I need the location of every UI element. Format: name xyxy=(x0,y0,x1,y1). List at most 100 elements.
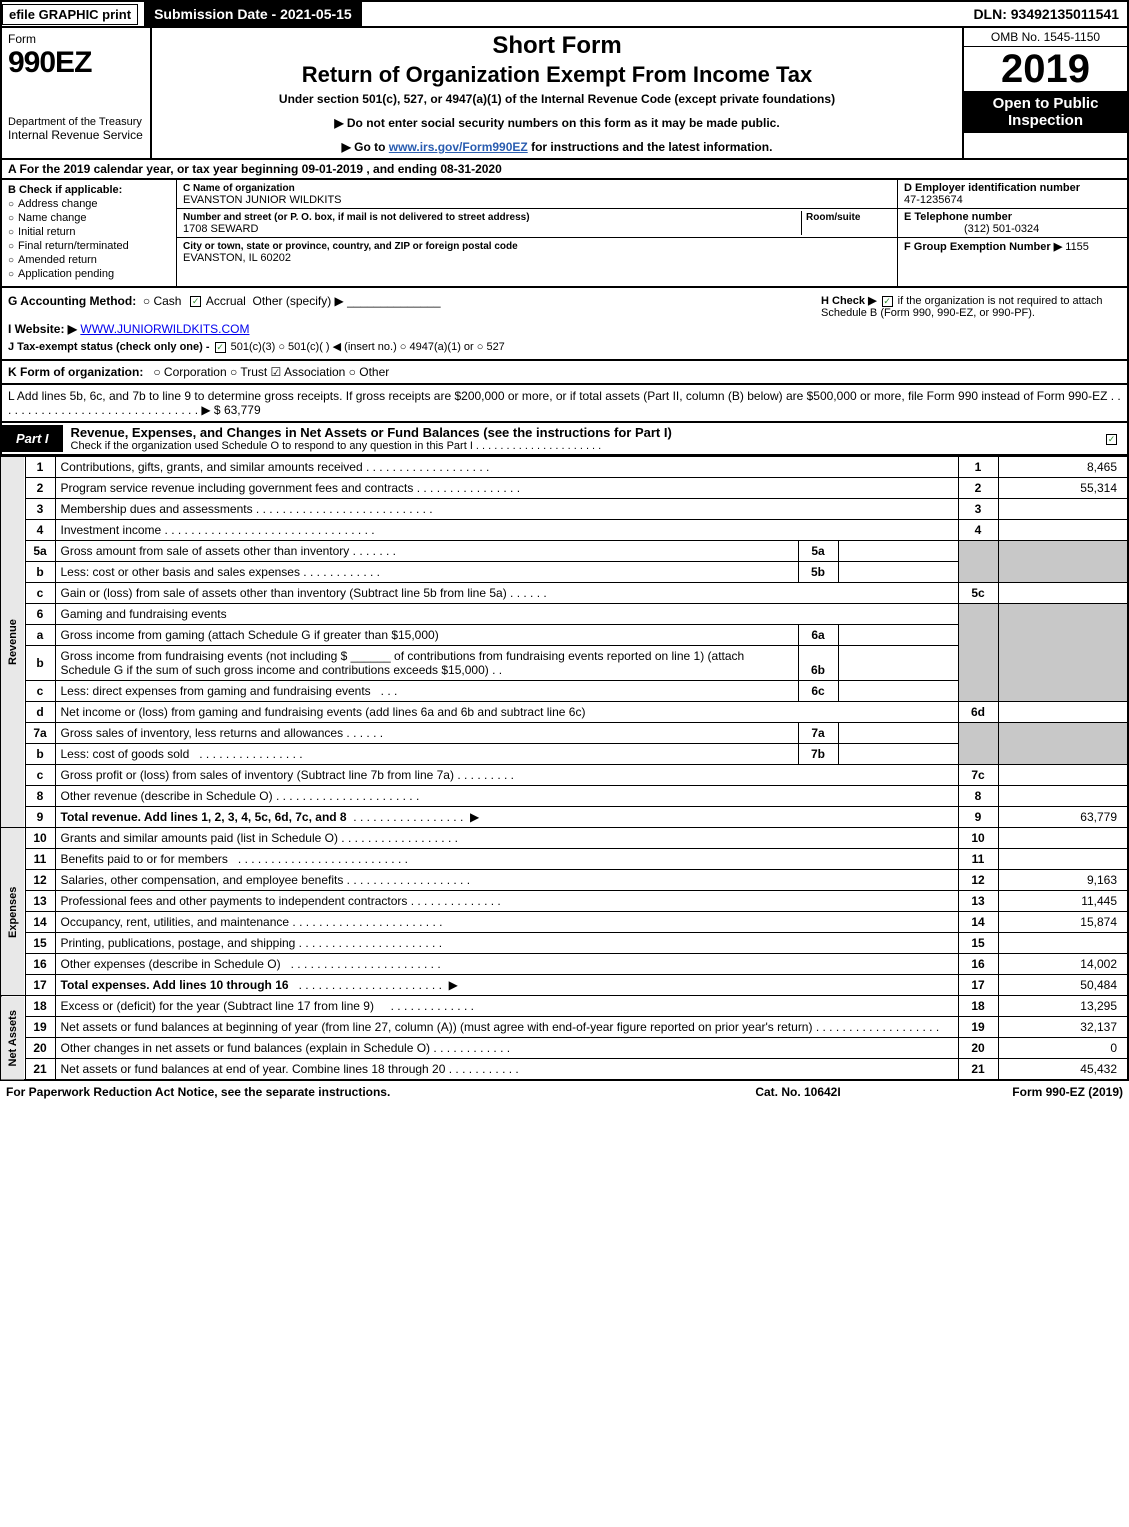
l14-num: 14 xyxy=(25,912,55,933)
l14-ln: 14 xyxy=(958,912,998,933)
l12-num: 12 xyxy=(25,870,55,891)
l9-desc: Total revenue. Add lines 1, 2, 3, 4, 5c,… xyxy=(61,810,347,824)
l15-desc: Printing, publications, postage, and shi… xyxy=(61,936,296,950)
l11-ln: 11 xyxy=(958,849,998,870)
l5c-num: c xyxy=(25,583,55,604)
l6c-m: 6c xyxy=(798,681,838,702)
l21-ln: 21 xyxy=(958,1059,998,1081)
l2-desc: Program service revenue including govern… xyxy=(61,481,414,495)
org-name: EVANSTON JUNIOR WILDKITS xyxy=(183,194,342,206)
side-revenue: Revenue xyxy=(1,457,25,828)
l9-val: 63,779 xyxy=(998,807,1128,828)
room-label: Room/suite xyxy=(806,212,860,223)
l17-num: 17 xyxy=(25,975,55,996)
irs: Internal Revenue Service xyxy=(8,128,144,142)
l2-num: 2 xyxy=(25,478,55,499)
h-check[interactable] xyxy=(882,296,893,307)
row-k: K Form of organization: ○ Corporation ○ … xyxy=(0,361,1129,385)
l6-num: 6 xyxy=(25,604,55,625)
l6d-val xyxy=(998,702,1128,723)
chk-amended-return[interactable]: Amended return xyxy=(8,254,170,266)
g-other: Other (specify) ▶ xyxy=(253,294,344,308)
l6c-desc: Less: direct expenses from gaming and fu… xyxy=(61,684,371,698)
l18-val: 13,295 xyxy=(998,996,1128,1017)
part-1-title: Revenue, Expenses, and Changes in Net As… xyxy=(71,425,672,440)
l8-val xyxy=(998,786,1128,807)
l3-desc: Membership dues and assessments xyxy=(61,502,253,516)
department: Department of the Treasury xyxy=(8,116,144,128)
part-1-tag: Part I xyxy=(2,425,63,452)
l13-ln: 13 xyxy=(958,891,998,912)
row-l: L Add lines 5b, 6c, and 7b to line 9 to … xyxy=(0,385,1129,423)
l7c-num: c xyxy=(25,765,55,786)
l11-num: 11 xyxy=(25,849,55,870)
submission-date: Submission Date - 2021-05-15 xyxy=(144,2,362,26)
top-bar: efile GRAPHIC print Submission Date - 20… xyxy=(0,0,1129,28)
org-info-block: B Check if applicable: Address change Na… xyxy=(0,180,1129,288)
goto-text: ▶ Go to www.irs.gov/Form990EZ for instru… xyxy=(162,140,952,154)
l7a-num: 7a xyxy=(25,723,55,744)
l5c-desc: Gain or (loss) from sale of assets other… xyxy=(61,586,507,600)
group-exemption: 1155 xyxy=(1065,241,1089,253)
l13-val: 11,445 xyxy=(998,891,1128,912)
l7c-desc: Gross profit or (loss) from sales of inv… xyxy=(61,768,454,782)
telephone: (312) 501-0324 xyxy=(904,223,1039,235)
l20-num: 20 xyxy=(25,1038,55,1059)
l6b-num: b xyxy=(25,646,55,681)
chk-final-return[interactable]: Final return/terminated xyxy=(8,240,170,252)
k-label: K Form of organization: xyxy=(8,365,143,379)
form-number: 990EZ xyxy=(8,46,144,80)
check-b: B Check if applicable: Address change Na… xyxy=(2,180,177,286)
l20-ln: 20 xyxy=(958,1038,998,1059)
k-options: ○ Corporation ○ Trust ☑ Association ○ Ot… xyxy=(153,365,389,379)
l17-ln: 17 xyxy=(958,975,998,996)
website-link[interactable]: WWW.JUNIORWILDKITS.COM xyxy=(80,322,249,336)
form-word: Form xyxy=(8,32,144,46)
chk-initial-return[interactable]: Initial return xyxy=(8,226,170,238)
j-501c3-check[interactable] xyxy=(215,342,226,353)
g-accrual-check[interactable] xyxy=(190,296,201,307)
box-c: C Name of organization EVANSTON JUNIOR W… xyxy=(177,180,897,286)
l12-desc: Salaries, other compensation, and employ… xyxy=(61,873,344,887)
l16-num: 16 xyxy=(25,954,55,975)
part-1-header: Part I Revenue, Expenses, and Changes in… xyxy=(0,423,1129,456)
l8-num: 8 xyxy=(25,786,55,807)
l10-num: 10 xyxy=(25,828,55,849)
l7c-ln: 7c xyxy=(958,765,998,786)
row-gh: G Accounting Method: ○ Cash Accrual Othe… xyxy=(0,288,1129,361)
title-return: Return of Organization Exempt From Incom… xyxy=(162,62,952,88)
side-net-assets: Net Assets xyxy=(1,996,25,1081)
box-f-label: F Group Exemption Number ▶ xyxy=(904,241,1062,253)
j-options: 501(c)(3) ○ 501(c)( ) ◀ (insert no.) ○ 4… xyxy=(231,341,505,353)
ein: 47-1235674 xyxy=(904,194,963,206)
header-right: OMB No. 1545-1150 2019 Open to Public In… xyxy=(962,28,1127,158)
l6d-num: d xyxy=(25,702,55,723)
chk-address-change[interactable]: Address change xyxy=(8,198,170,210)
l6c-num: c xyxy=(25,681,55,702)
l19-val: 32,137 xyxy=(998,1017,1128,1038)
l7b-desc: Less: cost of goods sold xyxy=(61,747,190,761)
l5b-desc: Less: cost or other basis and sales expe… xyxy=(61,565,300,579)
chk-name-change[interactable]: Name change xyxy=(8,212,170,224)
header-middle: Short Form Return of Organization Exempt… xyxy=(152,28,962,158)
l15-num: 15 xyxy=(25,933,55,954)
l21-val: 45,432 xyxy=(998,1059,1128,1081)
l18-num: 18 xyxy=(25,996,55,1017)
l5b-num: b xyxy=(25,562,55,583)
ssn-warning: ▶ Do not enter social security numbers o… xyxy=(162,116,952,130)
l6-desc: Gaming and fundraising events xyxy=(61,607,227,621)
form-header: Form 990EZ Department of the Treasury In… xyxy=(0,28,1129,160)
l1-desc: Contributions, gifts, grants, and simila… xyxy=(61,460,363,474)
goto-post: for instructions and the latest informat… xyxy=(528,140,773,154)
l9-ln: 9 xyxy=(958,807,998,828)
l19-ln: 19 xyxy=(958,1017,998,1038)
l16-val: 14,002 xyxy=(998,954,1128,975)
footer-formref: Form 990-EZ (2019) xyxy=(923,1085,1123,1099)
chk-application-pending[interactable]: Application pending xyxy=(8,268,170,280)
g-cash[interactable]: Cash xyxy=(153,294,181,308)
part-1-check[interactable] xyxy=(1106,434,1117,445)
l21-desc: Net assets or fund balances at end of ye… xyxy=(61,1062,446,1076)
efile-button[interactable]: efile GRAPHIC print xyxy=(2,4,138,25)
l20-desc: Other changes in net assets or fund bala… xyxy=(61,1041,431,1055)
goto-link[interactable]: www.irs.gov/Form990EZ xyxy=(389,140,528,154)
